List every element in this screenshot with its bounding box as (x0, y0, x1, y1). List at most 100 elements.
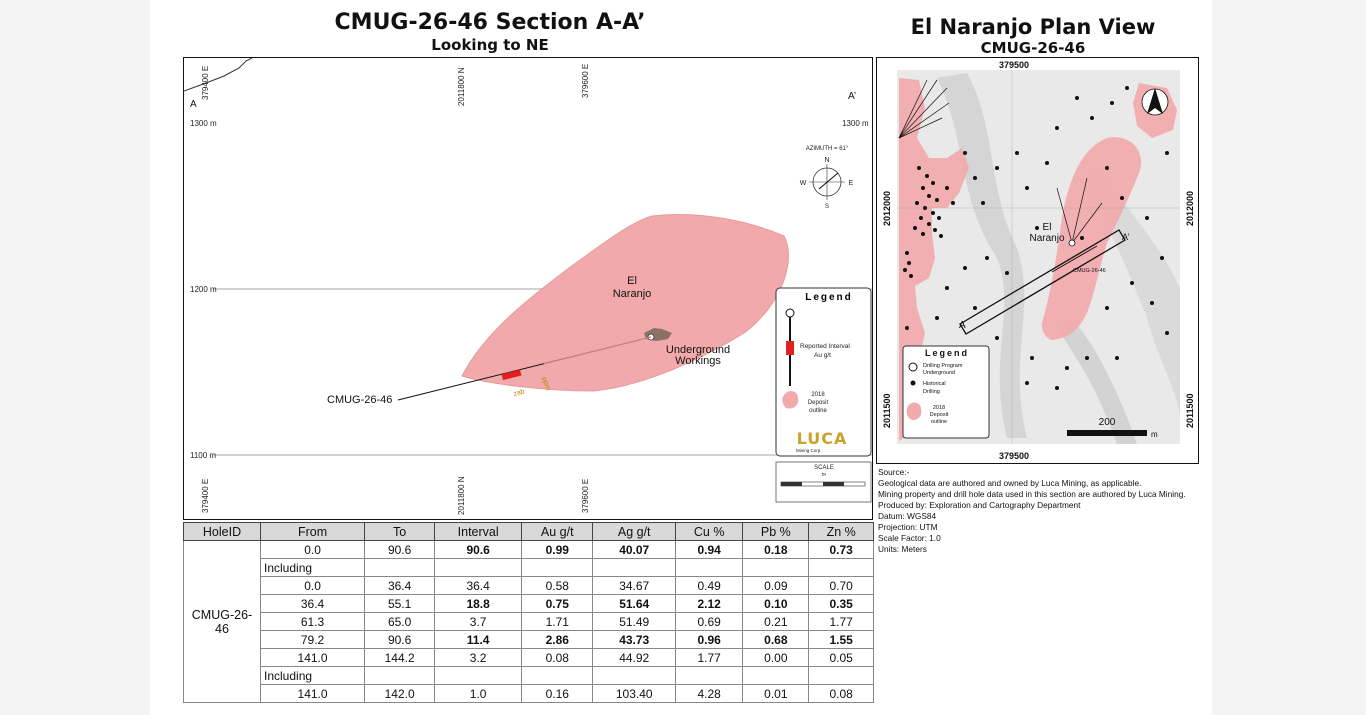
deposit-label-2: Naranjo (613, 288, 652, 300)
cell-interval: 90.6 (434, 540, 523, 559)
assay-annotation-1: ppm (540, 376, 551, 391)
source-line: Units: Meters (878, 544, 927, 554)
col-header-pb: Pb % (742, 522, 810, 541)
plan-legend-box (902, 345, 990, 439)
cell-from: 141.0 (259, 648, 366, 667)
elevation-1300-left: 1300 m (190, 119, 217, 128)
assay-annotation-2: zab (513, 388, 526, 398)
underground-label-1: Underground (666, 344, 730, 356)
compass-azimuth-line (818, 172, 839, 190)
cell-from: 79.2 (259, 630, 366, 649)
cell-au: 0.75 (521, 594, 594, 613)
legend-box (775, 287, 872, 457)
cell-au: 2.86 (521, 630, 594, 649)
cell-pb: 0.00 (742, 648, 810, 667)
plan-legend-item1-b: Underground (923, 370, 955, 376)
plan-a-prime-label: A’ (1122, 232, 1129, 242)
hole-id-cell: CMUG-26-46 (183, 540, 261, 703)
col-header-interval: Interval (434, 522, 523, 541)
plan-legend: Legend Drilling Program Underground Hist… (902, 345, 990, 439)
plan-scale-bar: 200 m (1067, 417, 1158, 439)
legend-collar-symbol (785, 308, 795, 318)
table-row: 141.0 142.0 1.0 0.16 103.40 4.28 0.01 0.… (184, 684, 874, 703)
cell-au: 0.99 (521, 540, 594, 559)
cell-pb: 0.10 (742, 594, 810, 613)
cell-zn: 0.08 (808, 684, 874, 703)
cell-pb: 0.68 (742, 630, 810, 649)
section-end-a-prime: A’ (848, 91, 856, 102)
section-line-box (959, 229, 1126, 335)
grid-label-n-mid-top: 2011800 N (457, 67, 466, 106)
cell-interval: 11.4 (434, 630, 523, 649)
section-diagram: ppm zab CMUG-26-46 El Naranjo Undergroun… (184, 58, 872, 515)
plan-drill-trace (1051, 245, 1098, 273)
cell-cu: 0.49 (675, 576, 744, 595)
section-legend: Legend Reported Interval Au g/t 2018 Dep… (775, 287, 872, 457)
section-scale: SCALE m (775, 461, 872, 503)
elevation-1300-right: 1300 m (842, 119, 869, 128)
plan-collar (1068, 239, 1076, 247)
plan-legend-collar-icon (908, 362, 918, 372)
elevation-1100: 1100 m (190, 451, 216, 460)
reported-interval (501, 369, 522, 381)
cell-zn: 0.35 (808, 594, 874, 613)
source-line: Produced by: Exploration and Cartography… (878, 500, 1081, 510)
cell-ag: 40.07 (592, 540, 677, 559)
cell-from: 0.0 (259, 540, 366, 559)
cell-au: 0.08 (521, 648, 594, 667)
cell-ag: 51.64 (592, 594, 677, 613)
elevation-1200: 1200 m (190, 285, 217, 294)
legend-reported-2: Au g/t (814, 352, 831, 359)
drill-trace-highlight (543, 336, 652, 365)
cell-pb: 0.21 (742, 612, 810, 631)
cell-cu: 0.94 (675, 540, 744, 559)
table-row: CMUG-26-46 0.0 90.6 90.6 0.99 40.07 0.94… (183, 540, 874, 703)
cell-zn: 0.05 (808, 648, 874, 667)
plan-hole-label: CMUG-26-46 (1073, 268, 1106, 274)
col-header-cu: Cu % (675, 522, 744, 541)
cell-pb: 0.09 (742, 576, 810, 595)
table-row-including: Including (184, 666, 874, 685)
north-arrow (1141, 88, 1169, 116)
table-row: 141.0 144.2 3.2 0.08 44.92 1.77 0.00 0.0… (184, 648, 874, 667)
hole-label: CMUG-26-46 (327, 394, 392, 406)
grid-label-e-left-bottom: 379400 E (201, 479, 210, 513)
cell-to: 90.6 (364, 540, 436, 559)
cell-from: 36.4 (259, 594, 366, 613)
cell-au: 0.58 (521, 576, 594, 595)
cell-cu: 0.69 (675, 612, 744, 631)
col-header-from: From (259, 522, 366, 541)
north-arrow-icon (1147, 88, 1163, 114)
section-view: ppm zab CMUG-26-46 El Naranjo Undergroun… (183, 57, 873, 520)
azimuth-title: AZIMUTH = 61° (806, 146, 849, 152)
cell-cu: 2.12 (675, 594, 744, 613)
underground-label-2: Workings (675, 355, 721, 367)
cell-including: Including (259, 558, 366, 577)
cell-zn: 1.55 (808, 630, 874, 649)
grid-label-e-right-bottom: 379600 E (581, 479, 590, 513)
cell-pb: 0.01 (742, 684, 810, 703)
plan-map: CMUG-26-46 El Naranjo A A’ 379500 379500… (877, 58, 1198, 463)
plan-grid-e-top: 379500 (999, 60, 1029, 70)
legend-reported-1: Reported Interval (800, 343, 850, 350)
terrain-shadow-3 (1057, 318, 1137, 444)
source-line: Geological data are authored and owned b… (878, 478, 1142, 488)
terrain-shadow-1 (937, 73, 1027, 438)
topography-line (184, 58, 253, 92)
col-header-zn: Zn % (808, 522, 874, 541)
scale-bar-seg-2 (823, 482, 844, 486)
scale-title: SCALE (814, 465, 834, 471)
col-header-to: To (364, 522, 436, 541)
grid-label-e-right-top: 379600 E (581, 64, 590, 98)
cell-cu: 4.28 (675, 684, 744, 703)
cell-to: 65.0 (364, 612, 436, 631)
cell-to: 36.4 (364, 576, 436, 595)
assay-table: HoleID From To Interval Au g/t Ag g/t Cu… (183, 522, 874, 703)
col-header-au: Au g/t (521, 522, 594, 541)
azimuth-compass: AZIMUTH = 61° N S W E (800, 146, 854, 210)
section-title: CMUG-26-46 Section A-A’ (334, 10, 646, 35)
terrain-shadow-2 (1077, 168, 1180, 418)
plan-view: CMUG-26-46 El Naranjo A A’ 379500 379500… (876, 57, 1199, 464)
cell-interval: 3.2 (434, 648, 523, 667)
source-line: Source:- (878, 467, 910, 477)
